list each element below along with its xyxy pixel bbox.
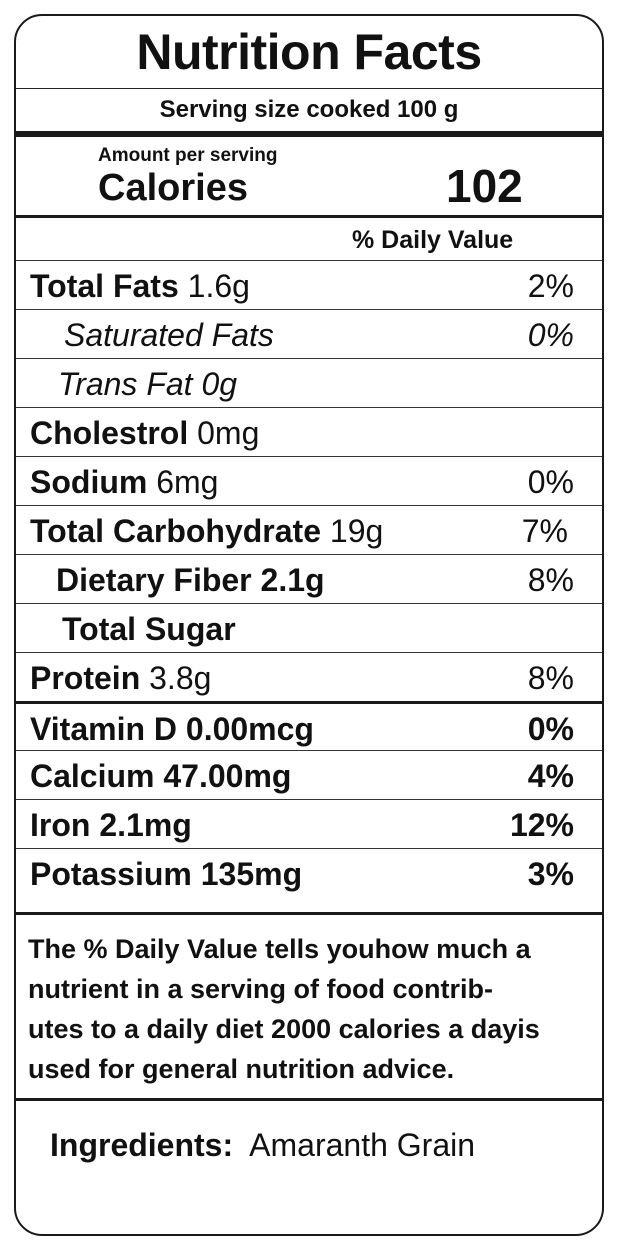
divider — [16, 88, 602, 89]
vitamin-name: Potassium — [30, 856, 192, 892]
nutrient-name-wrap: Sodium 6mg — [30, 464, 218, 501]
nutrient-name: Protein — [30, 660, 141, 696]
nutrient-dv: 2% — [527, 268, 574, 304]
ingredients: Ingredients: Amaranth Grain — [50, 1127, 475, 1164]
vitamin-amount: 47.00mg — [163, 758, 292, 794]
serving-row: Serving size cooked 100 g — [16, 89, 602, 131]
footnote-line: The % Daily Value tells youhow much a — [28, 934, 531, 964]
nutrient-amount: 0g — [201, 366, 238, 402]
ingredients-block: Ingredients: Amaranth Grain — [16, 1098, 602, 1201]
vitamin-row: Iron 2.1mg 12% — [16, 799, 602, 848]
nutrient-name-wrap: Trans Fat 0g — [58, 366, 237, 403]
vitamin-dv: 3% — [527, 856, 574, 892]
serving-size: Serving size cooked 100 g — [159, 96, 459, 123]
label-title: Nutrition Facts — [136, 24, 482, 80]
nutrient-amount: 1.6g — [187, 268, 250, 304]
nutrient-name: Total Fats — [30, 268, 179, 304]
vitamin-name-wrap: Iron 2.1mg — [30, 807, 192, 844]
nutrient-dv: 0% — [527, 464, 574, 500]
vitamin-name-wrap: Potassium 135mg — [30, 856, 302, 893]
nutrient-name-wrap: Dietary Fiber 2.1g — [56, 562, 325, 599]
nutrient-row: Total Fats 1.6g 2% — [16, 260, 602, 309]
nutrient-row: Trans Fat 0g — [16, 358, 602, 407]
footnote-line: nutrient in a serving of food contrib- — [28, 974, 493, 1004]
nutrient-dv: 8% — [527, 562, 574, 598]
vitamin-name: Vitamin D — [30, 711, 177, 747]
nutrient-row: Total Carbohydrate 19g 7% — [16, 505, 602, 554]
vitamin-row: Vitamin D 0.00mcg 0% — [16, 701, 602, 750]
nutrient-name: Trans Fat — [58, 366, 193, 402]
vitamin-dv: 12% — [509, 807, 574, 843]
thick-divider — [16, 215, 602, 218]
nutrient-amount: 0mg — [197, 415, 260, 451]
nutrient-name: Saturated Fats — [64, 317, 274, 353]
nutrient-row: Dietary Fiber 2.1g 8% — [16, 554, 602, 603]
nutrient-name-wrap: Protein 3.8g — [30, 660, 211, 697]
vitamin-dv: 4% — [527, 758, 574, 794]
vitamin-row: Calcium 47.00mg 4% — [16, 750, 602, 799]
vitamin-name-wrap: Calcium 47.00mg — [30, 758, 291, 795]
thick-divider — [16, 131, 602, 137]
ingredients-label: Ingredients: — [50, 1127, 234, 1163]
nutrient-dv: 7% — [521, 513, 568, 549]
nutrient-row: Cholestrol 0mg — [16, 407, 602, 456]
nutrient-name: Cholestrol — [30, 415, 189, 451]
vitamin-name: Iron — [30, 807, 91, 843]
nutrient-row: Saturated Fats 0% — [16, 309, 602, 358]
footnote-line: utes to a daily diet 2000 calories a day… — [28, 1014, 540, 1044]
nutrition-label: Nutrition Facts Serving size cooked 100 … — [14, 14, 604, 1236]
daily-value-header-row: % Daily Value — [16, 218, 602, 260]
nutrient-row: Total Sugar — [16, 603, 602, 652]
footnote: The % Daily Value tells youhow much a nu… — [28, 929, 598, 1089]
nutrient-row: Sodium 6mg 0% — [16, 456, 602, 505]
nutrient-name: Total Sugar — [62, 611, 236, 647]
vitamin-name: Calcium — [30, 758, 155, 794]
calories-label: Calories — [98, 167, 248, 209]
daily-value-header: % Daily Value — [352, 226, 514, 254]
vitamin-row: Potassium 135mg 3% — [16, 848, 602, 912]
amount-per-serving: Amount per serving — [98, 145, 278, 166]
vitamin-dv: 0% — [527, 711, 574, 747]
nutrient-dv: 8% — [527, 660, 574, 696]
footnote-block: The % Daily Value tells youhow much a nu… — [16, 912, 602, 1098]
vitamin-amount: 2.1mg — [99, 807, 192, 843]
nutrient-amount: 3.8g — [149, 660, 212, 696]
vitamin-amount: 135mg — [200, 856, 303, 892]
nutrient-name: Sodium — [30, 464, 148, 500]
nutrient-amount: 2.1g — [260, 562, 325, 598]
nutrient-amount: 6mg — [156, 464, 219, 500]
vitamin-name-wrap: Vitamin D 0.00mcg — [30, 711, 314, 748]
footnote-line: used for general nutrition advice. — [28, 1054, 455, 1084]
nutrient-name: Dietary Fiber — [56, 562, 252, 598]
nutrient-name-wrap: Cholestrol 0mg — [30, 415, 259, 452]
nutrient-amount: 19g — [329, 513, 384, 549]
nutrient-name: Total Carbohydrate — [30, 513, 321, 549]
calories-block: Amount per serving Calories 102 — [16, 137, 602, 215]
calories-value: 102 — [446, 160, 523, 212]
ingredients-value: Amaranth Grain — [249, 1127, 476, 1163]
nutrient-name-wrap: Total Fats 1.6g — [30, 268, 250, 305]
vitamin-amount: 0.00mcg — [185, 711, 314, 747]
nutrient-row: Protein 3.8g 8% — [16, 652, 602, 701]
nutrient-dv: 0% — [527, 317, 574, 353]
nutrient-name-wrap: Total Carbohydrate 19g — [30, 513, 383, 550]
title-row: Nutrition Facts — [16, 16, 602, 88]
